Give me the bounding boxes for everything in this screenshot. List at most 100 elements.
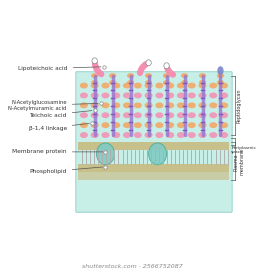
Ellipse shape bbox=[177, 83, 185, 88]
Ellipse shape bbox=[166, 132, 174, 138]
Ellipse shape bbox=[109, 80, 116, 85]
Ellipse shape bbox=[209, 112, 217, 118]
Ellipse shape bbox=[166, 92, 174, 98]
Ellipse shape bbox=[91, 102, 99, 108]
Ellipse shape bbox=[123, 112, 131, 118]
Ellipse shape bbox=[101, 132, 109, 138]
Ellipse shape bbox=[91, 73, 98, 78]
Ellipse shape bbox=[155, 92, 164, 98]
Ellipse shape bbox=[134, 112, 142, 118]
Ellipse shape bbox=[188, 132, 196, 138]
Circle shape bbox=[164, 63, 169, 69]
Ellipse shape bbox=[177, 122, 185, 128]
Text: Teichoic acid: Teichoic acid bbox=[29, 111, 92, 118]
Ellipse shape bbox=[181, 73, 188, 78]
Ellipse shape bbox=[101, 102, 109, 108]
Ellipse shape bbox=[220, 92, 228, 98]
Ellipse shape bbox=[163, 73, 170, 78]
Ellipse shape bbox=[127, 73, 134, 78]
Ellipse shape bbox=[177, 92, 185, 98]
Ellipse shape bbox=[155, 122, 164, 128]
Text: β-1,4 linkage: β-1,4 linkage bbox=[29, 123, 89, 130]
Ellipse shape bbox=[145, 132, 153, 138]
Ellipse shape bbox=[145, 92, 153, 98]
Circle shape bbox=[92, 58, 97, 64]
Ellipse shape bbox=[109, 73, 116, 78]
Text: Phospholipid: Phospholipid bbox=[29, 167, 103, 174]
Ellipse shape bbox=[145, 83, 153, 88]
Ellipse shape bbox=[198, 122, 206, 128]
Ellipse shape bbox=[198, 112, 206, 118]
Ellipse shape bbox=[127, 80, 134, 85]
Text: Periplasmic
space: Periplasmic space bbox=[231, 146, 256, 154]
Ellipse shape bbox=[148, 143, 167, 165]
Ellipse shape bbox=[91, 112, 99, 118]
Ellipse shape bbox=[220, 102, 228, 108]
Ellipse shape bbox=[145, 73, 152, 78]
Ellipse shape bbox=[198, 132, 206, 138]
Ellipse shape bbox=[112, 83, 120, 88]
Ellipse shape bbox=[177, 112, 185, 118]
Ellipse shape bbox=[181, 80, 188, 85]
Ellipse shape bbox=[145, 112, 153, 118]
Ellipse shape bbox=[134, 122, 142, 128]
Ellipse shape bbox=[145, 122, 153, 128]
Ellipse shape bbox=[80, 112, 88, 118]
Ellipse shape bbox=[188, 83, 196, 88]
Ellipse shape bbox=[112, 102, 120, 108]
Ellipse shape bbox=[155, 132, 164, 138]
Ellipse shape bbox=[80, 132, 88, 138]
Ellipse shape bbox=[209, 92, 217, 98]
Ellipse shape bbox=[123, 92, 131, 98]
Ellipse shape bbox=[91, 83, 99, 88]
Ellipse shape bbox=[166, 102, 174, 108]
Ellipse shape bbox=[198, 102, 206, 108]
Ellipse shape bbox=[123, 132, 131, 138]
Ellipse shape bbox=[145, 102, 153, 108]
Ellipse shape bbox=[217, 73, 224, 78]
Bar bbox=[79, 164, 230, 172]
Ellipse shape bbox=[220, 83, 228, 88]
Ellipse shape bbox=[101, 112, 109, 118]
Text: Lipoteichoic acid: Lipoteichoic acid bbox=[18, 66, 101, 71]
Ellipse shape bbox=[112, 122, 120, 128]
Ellipse shape bbox=[188, 112, 196, 118]
Text: shutterstock.com · 2566752087: shutterstock.com · 2566752087 bbox=[82, 264, 183, 269]
Ellipse shape bbox=[134, 92, 142, 98]
Text: N-Acetylglucosamine
N-Acetylmuramic acid: N-Acetylglucosamine N-Acetylmuramic acid bbox=[8, 100, 98, 111]
Ellipse shape bbox=[101, 122, 109, 128]
Ellipse shape bbox=[198, 83, 206, 88]
Ellipse shape bbox=[177, 132, 185, 138]
Circle shape bbox=[146, 60, 151, 66]
Ellipse shape bbox=[209, 132, 217, 138]
Ellipse shape bbox=[134, 102, 142, 108]
Ellipse shape bbox=[80, 92, 88, 98]
Text: Membrane protein: Membrane protein bbox=[12, 150, 103, 154]
Text: Plasma
membrane: Plasma membrane bbox=[234, 148, 245, 175]
Ellipse shape bbox=[155, 112, 164, 118]
Ellipse shape bbox=[101, 92, 109, 98]
FancyBboxPatch shape bbox=[76, 72, 232, 212]
Ellipse shape bbox=[91, 80, 98, 85]
Ellipse shape bbox=[163, 80, 170, 85]
Ellipse shape bbox=[166, 122, 174, 128]
Ellipse shape bbox=[96, 143, 114, 165]
Ellipse shape bbox=[199, 73, 206, 78]
Ellipse shape bbox=[112, 112, 120, 118]
Ellipse shape bbox=[166, 83, 174, 88]
Bar bbox=[79, 172, 230, 179]
Ellipse shape bbox=[177, 102, 185, 108]
Ellipse shape bbox=[209, 83, 217, 88]
Ellipse shape bbox=[80, 122, 88, 128]
Ellipse shape bbox=[166, 112, 174, 118]
Ellipse shape bbox=[123, 102, 131, 108]
Ellipse shape bbox=[217, 80, 224, 85]
Text: Peptidoglycan: Peptidoglycan bbox=[237, 88, 242, 123]
Ellipse shape bbox=[188, 102, 196, 108]
Ellipse shape bbox=[209, 102, 217, 108]
Ellipse shape bbox=[188, 122, 196, 128]
Ellipse shape bbox=[155, 83, 164, 88]
Ellipse shape bbox=[199, 80, 206, 85]
Ellipse shape bbox=[209, 122, 217, 128]
Ellipse shape bbox=[220, 132, 228, 138]
